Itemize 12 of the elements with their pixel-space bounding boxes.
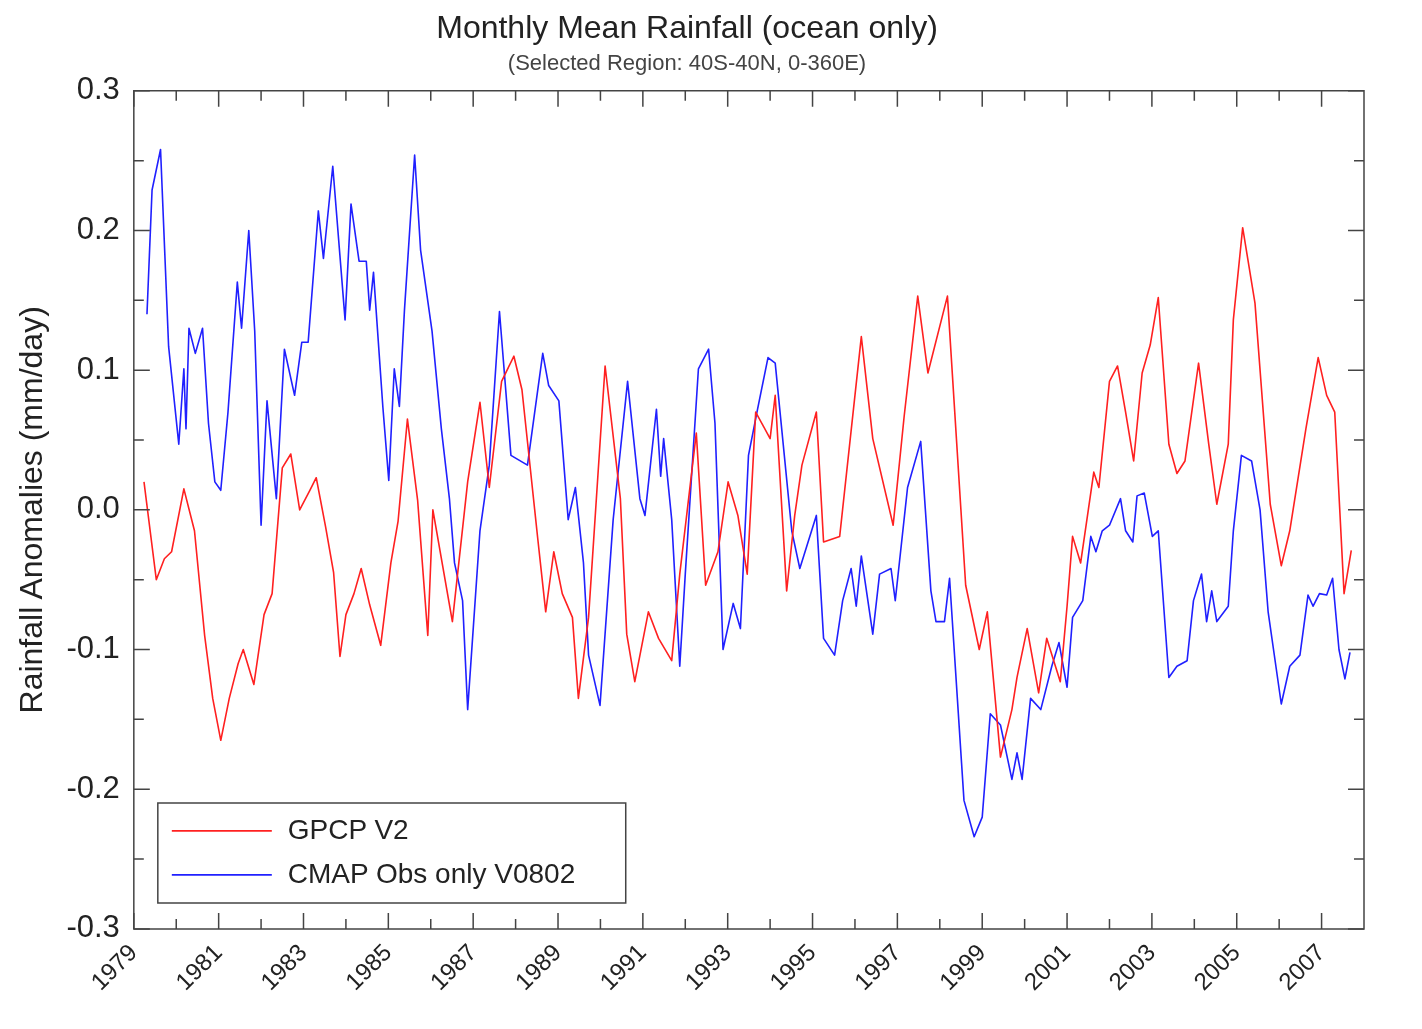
y-tick-label: 0.0 <box>76 490 120 526</box>
y-tick-label: -0.1 <box>66 630 120 666</box>
y-tick-label: 0.3 <box>76 71 120 107</box>
y-tick-label: -0.3 <box>66 909 120 945</box>
legend-label: CMAP Obs only V0802 <box>287 857 576 889</box>
y-tick-label: 0.2 <box>76 211 120 247</box>
y-axis-title: Rainfall Anomalies (mm/day) <box>13 306 50 714</box>
chart-subtitle: (Selected Region: 40S-40N, 0-360E) <box>507 49 867 75</box>
chart-title: Monthly Mean Rainfall (ocean only) <box>436 9 938 46</box>
legend-label: GPCP V2 <box>287 813 409 845</box>
y-tick-label: -0.2 <box>66 769 120 805</box>
y-tick-label: 0.1 <box>76 350 120 386</box>
